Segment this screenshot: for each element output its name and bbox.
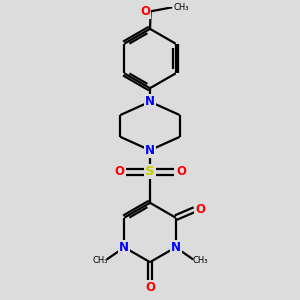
Text: O: O [176,165,186,178]
Text: O: O [140,5,150,18]
Text: O: O [114,165,124,178]
Text: O: O [145,281,155,294]
Text: S: S [145,165,155,178]
Text: N: N [171,241,181,254]
Text: CH₃: CH₃ [174,3,189,12]
Text: N: N [119,241,129,254]
Text: O: O [195,203,205,216]
Text: CH₃: CH₃ [192,256,208,265]
Text: CH₃: CH₃ [92,256,108,265]
Text: N: N [145,144,155,157]
Text: N: N [145,95,155,108]
